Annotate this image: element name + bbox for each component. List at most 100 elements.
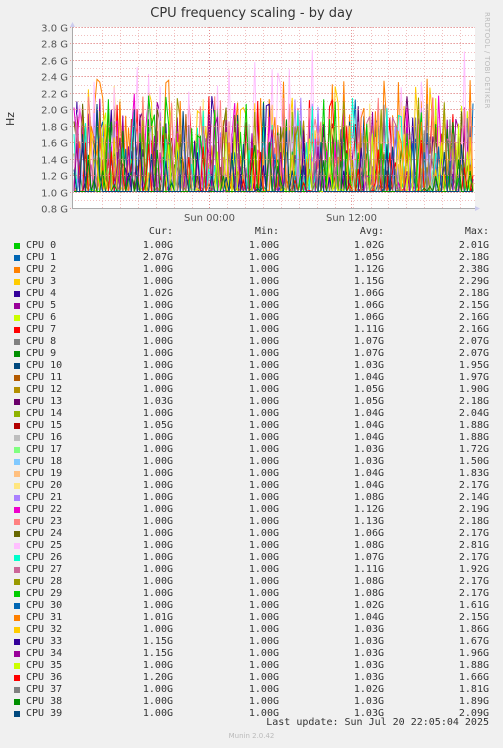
legend-series-name: CPU 3 [26, 276, 57, 287]
legend-value-max: 1.97G [458, 372, 489, 383]
legend-value-max: 2.01G [458, 240, 489, 251]
legend-value-avg: 1.12G [353, 264, 384, 275]
legend-value-min: 1.00G [248, 396, 279, 407]
legend-value-cur: 1.00G [142, 444, 173, 455]
legend-value-cur: 1.00G [142, 348, 173, 359]
legend-value-max: 1.81G [458, 684, 489, 695]
legend-value-cur: 1.00G [142, 264, 173, 275]
legend-value-max: 2.38G [458, 264, 489, 275]
legend-row: CPU 4 1.02G 1.00G 1.06G 2.18G [0, 288, 503, 300]
legend-series-name: CPU 11 [26, 372, 63, 383]
x-tick-label: Sun 00:00 [184, 213, 235, 224]
legend-row: CPU 6 1.00G 1.00G 1.06G 2.16G [0, 312, 503, 324]
legend-value-cur: 1.00G [142, 336, 173, 347]
legend-value-cur: 1.00G [142, 300, 173, 311]
legend-swatch [14, 399, 20, 405]
legend-value-cur: 1.20G [142, 672, 173, 683]
legend-swatch [14, 255, 20, 261]
legend-value-min: 1.00G [248, 408, 279, 419]
legend-row: CPU 14 1.00G 1.00G 1.04G 2.04G [0, 408, 503, 420]
legend-series-name: CPU 15 [26, 420, 63, 431]
legend-value-min: 1.00G [248, 348, 279, 359]
legend-row: CPU 38 1.00G 1.00G 1.03G 1.89G [0, 696, 503, 708]
legend-row: CPU 21 1.00G 1.00G 1.08G 2.14G [0, 492, 503, 504]
legend-value-max: 2.15G [458, 612, 489, 623]
legend-swatch [14, 507, 20, 513]
legend-value-max: 1.92G [458, 564, 489, 575]
legend-row: CPU 34 1.15G 1.00G 1.03G 1.96G [0, 648, 503, 660]
legend-row: CPU 24 1.00G 1.00G 1.06G 2.17G [0, 528, 503, 540]
legend-row: CPU 28 1.00G 1.00G 1.08G 2.17G [0, 576, 503, 588]
legend-value-avg: 1.04G [353, 480, 384, 491]
legend-header-avg: Avg: [359, 226, 384, 237]
legend-value-cur: 2.07G [142, 252, 173, 263]
legend-series-name: CPU 25 [26, 540, 63, 551]
legend-series-name: CPU 7 [26, 324, 57, 335]
legend-row: CPU 13 1.03G 1.00G 1.05G 2.18G [0, 396, 503, 408]
legend-value-min: 1.00G [248, 360, 279, 371]
legend-row: CPU 29 1.00G 1.00G 1.08G 2.17G [0, 588, 503, 600]
legend-value-max: 2.17G [458, 552, 489, 563]
legend-value-cur: 1.02G [142, 288, 173, 299]
legend-row: CPU 35 1.00G 1.00G 1.03G 1.88G [0, 660, 503, 672]
legend-value-min: 1.00G [248, 540, 279, 551]
legend-value-cur: 1.00G [142, 528, 173, 539]
legend-swatch [14, 363, 20, 369]
legend-value-cur: 1.00G [142, 708, 173, 719]
legend-swatch [14, 243, 20, 249]
legend-row: CPU 10 1.00G 1.00G 1.03G 1.95G [0, 360, 503, 372]
legend-row: CPU 36 1.20G 1.00G 1.03G 1.66G [0, 672, 503, 684]
legend-value-min: 1.00G [248, 288, 279, 299]
legend-value-min: 1.00G [248, 432, 279, 443]
legend-value-min: 1.00G [248, 492, 279, 503]
legend-row: CPU 3 1.00G 1.00G 1.15G 2.29G [0, 276, 503, 288]
legend-series-name: CPU 21 [26, 492, 63, 503]
legend-value-avg: 1.03G [353, 660, 384, 671]
legend-value-min: 1.00G [248, 612, 279, 623]
legend-swatch [14, 603, 20, 609]
legend-series-name: CPU 1 [26, 252, 57, 263]
legend-header-min: Min: [254, 226, 279, 237]
legend-value-avg: 1.12G [353, 504, 384, 515]
legend-value-max: 2.19G [458, 504, 489, 515]
legend-value-min: 1.00G [248, 624, 279, 635]
legend-swatch [14, 423, 20, 429]
legend-header-cur: Cur: [148, 226, 173, 237]
legend-value-avg: 1.15G [353, 276, 384, 287]
legend-swatch [14, 519, 20, 525]
legend-value-max: 2.17G [458, 528, 489, 539]
y-tick-label: 2.8 G [41, 40, 68, 51]
legend-value-avg: 1.04G [353, 420, 384, 431]
legend-value-avg: 1.05G [353, 384, 384, 395]
legend-value-min: 1.00G [248, 468, 279, 479]
legend-swatch [14, 267, 20, 273]
legend-value-avg: 1.02G [353, 240, 384, 251]
legend-value-max: 1.88G [458, 660, 489, 671]
legend-row: CPU 26 1.00G 1.00G 1.07G 2.17G [0, 552, 503, 564]
legend-value-avg: 1.04G [353, 432, 384, 443]
legend-value-cur: 1.05G [142, 420, 173, 431]
y-tick-label: 1.6 G [41, 139, 68, 150]
legend-series-name: CPU 35 [26, 660, 63, 671]
legend-row: CPU 2 1.00G 1.00G 1.12G 2.38G [0, 264, 503, 276]
legend-row: CPU 0 1.00G 1.00G 1.02G 2.01G [0, 240, 503, 252]
legend-value-cur: 1.00G [142, 480, 173, 491]
legend-value-cur: 1.00G [142, 504, 173, 515]
legend-value-min: 1.00G [248, 480, 279, 491]
legend-series-name: CPU 0 [26, 240, 57, 251]
legend-value-min: 1.00G [248, 444, 279, 455]
y-tick-label: 2.6 G [41, 57, 68, 68]
munin-version: Munin 2.0.42 [228, 732, 275, 740]
legend-swatch [14, 291, 20, 297]
legend-series-name: CPU 37 [26, 684, 63, 695]
legend-series-name: CPU 32 [26, 624, 63, 635]
legend-series-name: CPU 18 [26, 456, 63, 467]
legend-value-min: 1.00G [248, 696, 279, 707]
legend-value-max: 1.88G [458, 420, 489, 431]
legend-value-cur: 1.00G [142, 660, 173, 671]
legend-value-cur: 1.00G [142, 384, 173, 395]
legend-series-name: CPU 27 [26, 564, 63, 575]
legend-series-name: CPU 19 [26, 468, 63, 479]
legend-value-max: 1.86G [458, 624, 489, 635]
rrdtool-credit: RRDTOOL / TOBI OETIKER [483, 12, 491, 109]
